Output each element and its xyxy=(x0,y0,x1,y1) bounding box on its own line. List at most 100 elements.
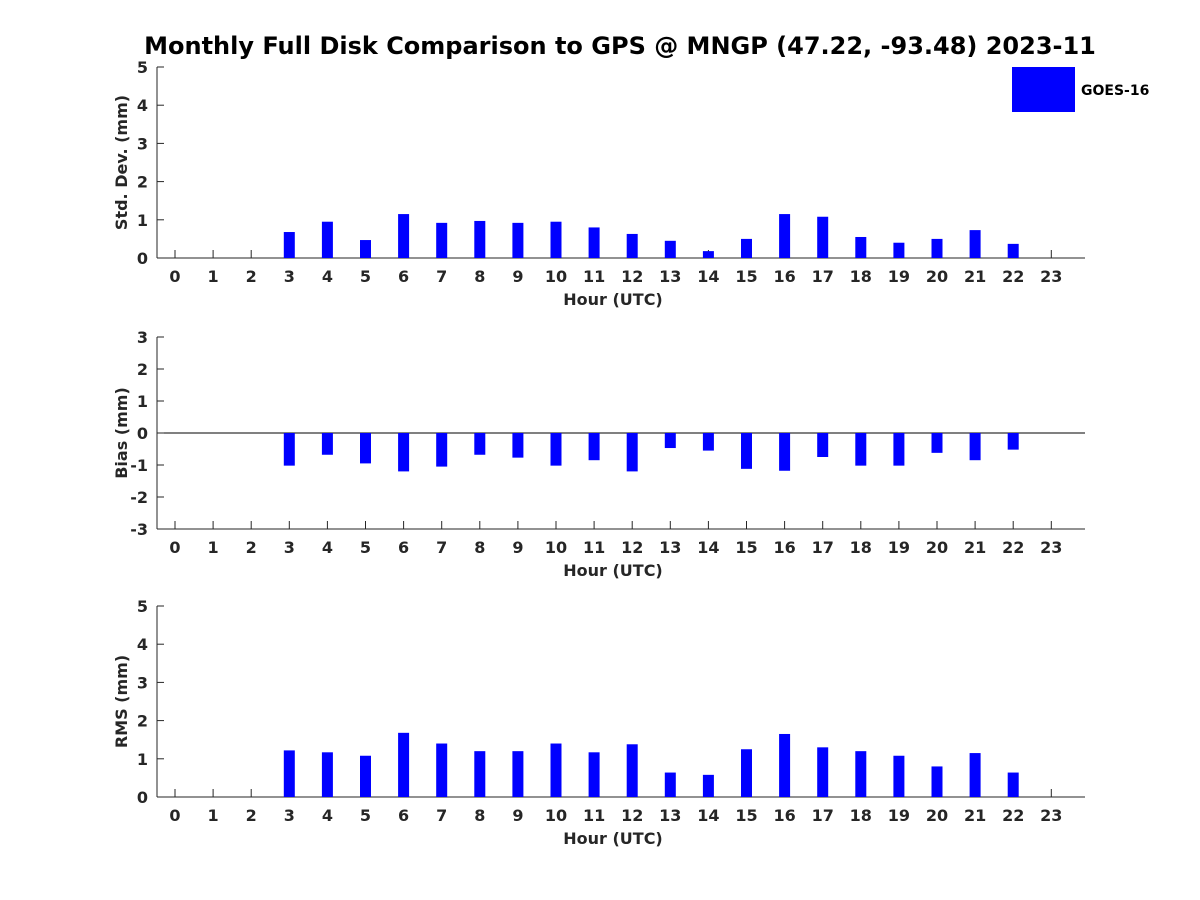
x-tick-label: 23 xyxy=(1040,267,1062,286)
y-tick-label: 3 xyxy=(137,673,148,692)
x-tick-label: 21 xyxy=(964,806,986,825)
y-tick-label: -1 xyxy=(130,456,148,475)
x-tick-label: 2 xyxy=(246,267,257,286)
y-tick-label: 5 xyxy=(137,58,148,77)
x-tick-label: 20 xyxy=(926,806,948,825)
bar-hour-20 xyxy=(931,433,943,453)
bar-hour-16 xyxy=(779,214,791,258)
x-tick-label: 20 xyxy=(926,267,948,286)
x-tick-label: 17 xyxy=(812,806,834,825)
x-tick-label: 10 xyxy=(545,806,567,825)
x-tick-label: 10 xyxy=(545,538,567,557)
x-tick-label: 0 xyxy=(169,806,180,825)
y-axis-label: Bias (mm) xyxy=(112,387,131,479)
x-tick-label: 13 xyxy=(659,538,681,557)
bar-hour-22 xyxy=(1007,772,1019,797)
bar-hour-17 xyxy=(817,433,829,457)
bar-hour-8 xyxy=(474,433,486,455)
bar-hour-13 xyxy=(664,240,676,258)
y-tick-label: 2 xyxy=(137,173,148,192)
x-tick-label: 22 xyxy=(1002,267,1024,286)
x-axis-label: Hour (UTC) xyxy=(563,290,663,309)
x-tick-label: 12 xyxy=(621,538,643,557)
y-tick-label: -2 xyxy=(130,488,148,507)
x-tick-label: 7 xyxy=(436,267,447,286)
x-tick-label: 21 xyxy=(964,267,986,286)
bar-hour-5 xyxy=(360,433,371,464)
bar-hour-17 xyxy=(817,747,829,797)
x-tick-label: 18 xyxy=(850,806,872,825)
x-tick-label: 0 xyxy=(169,267,180,286)
x-tick-label: 15 xyxy=(735,267,757,286)
x-tick-label: 22 xyxy=(1002,806,1024,825)
bar-hour-10 xyxy=(550,743,562,797)
x-tick-label: 5 xyxy=(360,806,371,825)
bar-hour-19 xyxy=(893,433,905,466)
x-tick-label: 20 xyxy=(926,538,948,557)
bar-hour-9 xyxy=(512,751,524,797)
legend-swatch-goes-16 xyxy=(1012,67,1075,112)
y-tick-label: 5 xyxy=(137,597,148,616)
bar-hour-9 xyxy=(512,433,524,458)
legend-label-goes-16: GOES-16 xyxy=(1081,83,1149,99)
bar-hour-21 xyxy=(969,230,981,258)
bar-hour-3 xyxy=(283,433,295,466)
x-tick-label: 15 xyxy=(735,806,757,825)
x-tick-label: 7 xyxy=(436,806,447,825)
x-tick-label: 17 xyxy=(812,267,834,286)
x-tick-label: 16 xyxy=(773,538,795,557)
x-tick-label: 15 xyxy=(735,538,757,557)
bar-hour-3 xyxy=(283,750,295,797)
bar-hour-8 xyxy=(474,751,486,797)
x-tick-label: 3 xyxy=(284,806,295,825)
bar-hour-6 xyxy=(398,732,410,797)
x-tick-label: 18 xyxy=(850,267,872,286)
y-tick-label: 1 xyxy=(137,392,148,411)
bar-hour-22 xyxy=(1007,433,1019,450)
x-tick-label: 5 xyxy=(360,538,371,557)
bar-hour-6 xyxy=(398,214,410,258)
bar-hour-14 xyxy=(702,251,714,258)
bar-hour-7 xyxy=(436,222,448,258)
y-axis-label: Std. Dev. (mm) xyxy=(112,95,131,230)
x-tick-label: 17 xyxy=(812,538,834,557)
bar-hour-12 xyxy=(626,233,638,258)
bar-hour-11 xyxy=(588,227,600,258)
x-tick-label: 4 xyxy=(322,538,333,557)
bar-hour-9 xyxy=(512,222,524,258)
x-tick-label: 12 xyxy=(621,806,643,825)
x-tick-label: 6 xyxy=(398,267,409,286)
x-tick-label: 19 xyxy=(888,538,910,557)
x-tick-label: 4 xyxy=(322,806,333,825)
y-tick-label: 2 xyxy=(137,712,148,731)
x-tick-label: 1 xyxy=(208,806,219,825)
bar-hour-20 xyxy=(931,238,943,258)
x-tick-label: 7 xyxy=(436,538,447,557)
y-tick-label: 4 xyxy=(137,635,148,654)
y-tick-label: -3 xyxy=(130,520,148,539)
y-tick-label: 1 xyxy=(137,750,148,769)
bar-hour-16 xyxy=(779,433,791,471)
bar-hour-4 xyxy=(321,221,333,258)
bar-hour-13 xyxy=(664,433,676,449)
x-tick-label: 8 xyxy=(474,806,485,825)
x-tick-label: 6 xyxy=(398,806,409,825)
x-tick-label: 1 xyxy=(208,267,219,286)
x-tick-label: 3 xyxy=(284,267,295,286)
bar-hour-6 xyxy=(398,433,410,472)
x-tick-label: 8 xyxy=(474,538,485,557)
x-tick-label: 9 xyxy=(512,267,523,286)
x-tick-label: 1 xyxy=(208,538,219,557)
bar-hour-17 xyxy=(817,216,829,258)
x-tick-label: 9 xyxy=(512,806,523,825)
bar-hour-3 xyxy=(283,232,295,258)
x-tick-label: 14 xyxy=(697,538,719,557)
x-axis-label: Hour (UTC) xyxy=(563,829,663,848)
x-tick-label: 13 xyxy=(659,806,681,825)
x-tick-label: 5 xyxy=(360,267,371,286)
bar-hour-16 xyxy=(779,733,791,797)
x-tick-label: 16 xyxy=(773,806,795,825)
